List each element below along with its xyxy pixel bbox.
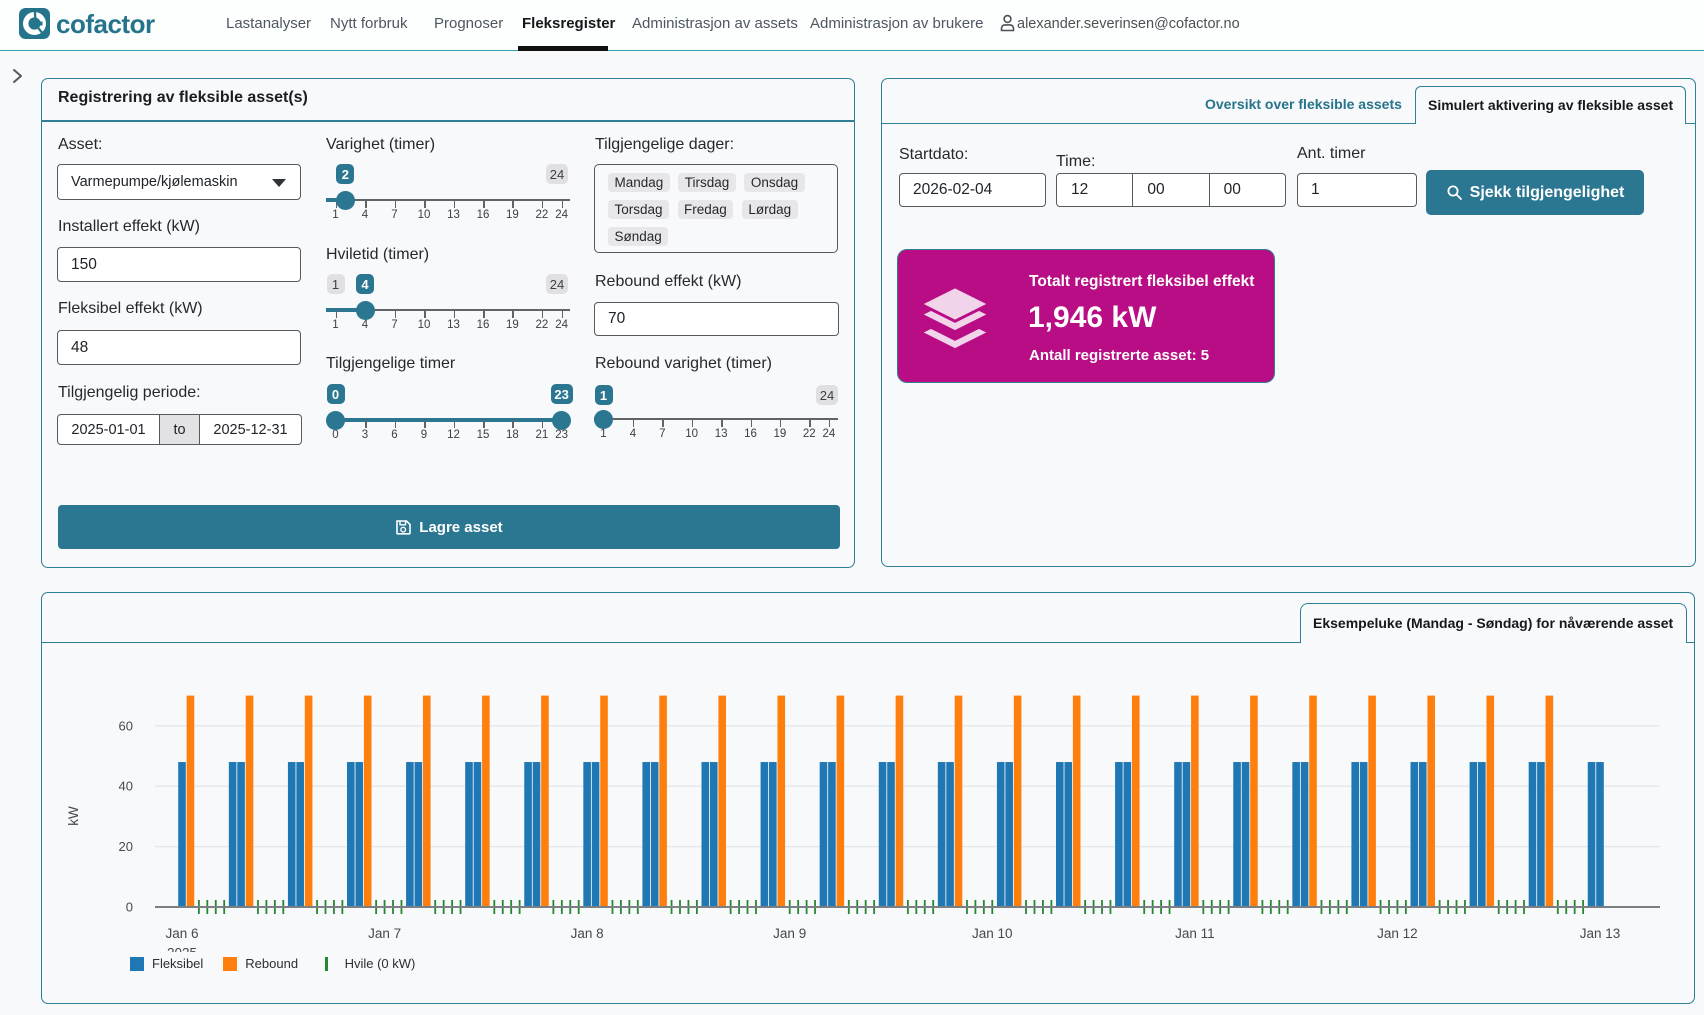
- svg-text:40: 40: [119, 779, 133, 794]
- svg-text:Jan 6: Jan 6: [165, 926, 198, 941]
- svg-text:kW: kW: [66, 806, 81, 826]
- svg-text:Jan 9: Jan 9: [773, 926, 806, 941]
- svg-text:Jan 10: Jan 10: [972, 926, 1013, 941]
- svg-text:Jan 12: Jan 12: [1377, 926, 1418, 941]
- svg-text:Jan 8: Jan 8: [571, 926, 604, 941]
- svg-text:Jan 7: Jan 7: [368, 926, 401, 941]
- svg-text:60: 60: [119, 718, 133, 733]
- svg-text:Jan 11: Jan 11: [1175, 926, 1215, 941]
- svg-text:2025: 2025: [167, 946, 197, 953]
- svg-text:20: 20: [119, 839, 133, 854]
- svg-text:0: 0: [126, 900, 133, 915]
- svg-text:Jan 13: Jan 13: [1580, 926, 1621, 941]
